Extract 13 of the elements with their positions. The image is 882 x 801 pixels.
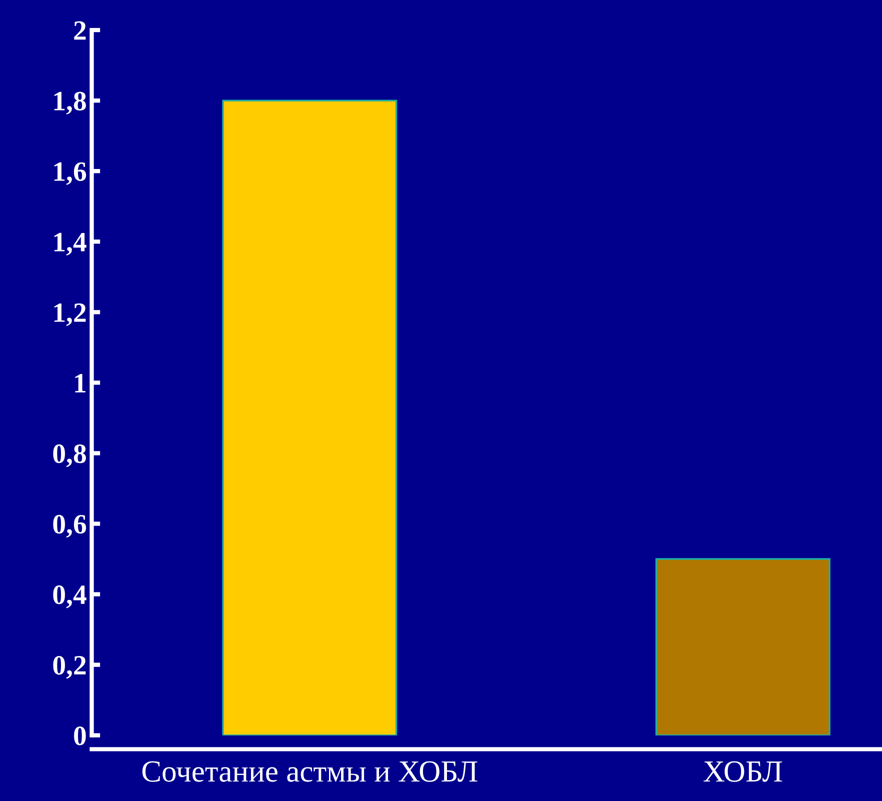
y-tick-label: 0,4 (53, 585, 86, 608)
x-tick-label: Сочетание астмы и ХОБЛ (142, 761, 478, 782)
y-tick-label: 2 (74, 21, 86, 40)
y-tick-label: 0,2 (53, 656, 86, 679)
y-tick-label: 0 (74, 726, 86, 746)
y-tick-label: 1,2 (54, 303, 86, 326)
y-tick-label: 0,6 (53, 514, 86, 538)
y-tick-label: 1 (75, 374, 86, 392)
y-tick-label: 1,8 (54, 92, 86, 115)
y-tick-label: 1,4 (54, 232, 86, 256)
y-tick-label: 1,6 (54, 162, 86, 186)
y-tick-label: 0,8 (53, 444, 86, 468)
x-tick-label: ХОБЛ (704, 761, 782, 782)
